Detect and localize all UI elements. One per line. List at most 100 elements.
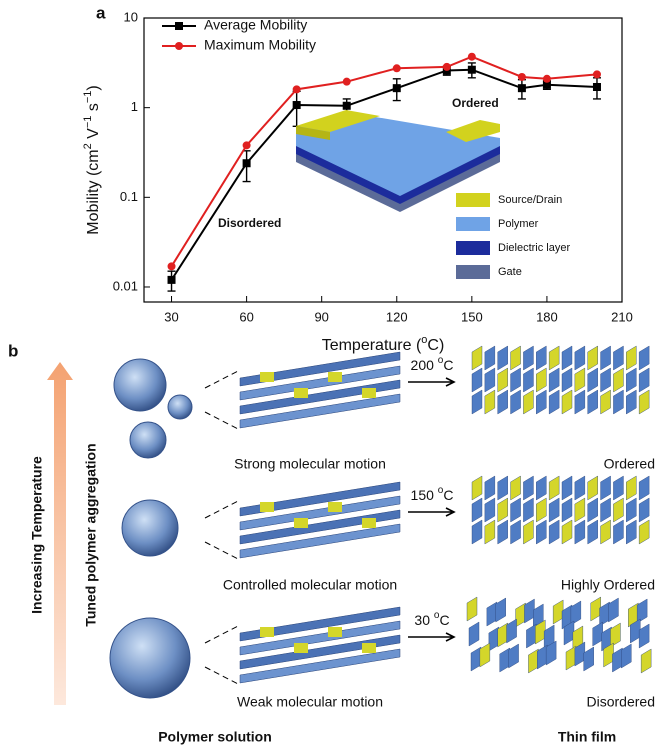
chain-unit xyxy=(260,372,274,382)
film-sheet xyxy=(621,644,631,668)
legend-marker xyxy=(175,42,183,50)
film-sheet xyxy=(562,390,572,414)
film-sheet xyxy=(528,649,538,673)
inset-label: Dielectric layer xyxy=(498,242,570,254)
film-sheet xyxy=(562,368,572,392)
temperature-part: 30 xyxy=(414,612,433,628)
inset-label: Gate xyxy=(498,266,522,278)
film-sheet xyxy=(626,498,636,522)
film-sheet xyxy=(524,599,534,623)
x-tick-label: 60 xyxy=(239,309,253,324)
y-label-part: −1 xyxy=(82,91,94,104)
zoom-lines xyxy=(205,500,240,560)
film-sheet xyxy=(498,390,508,414)
film-sheet xyxy=(489,627,499,651)
film-sheet xyxy=(511,390,521,414)
figure: a b Increasing Temperature Tuned polymer… xyxy=(0,0,659,748)
inset-label: Polymer xyxy=(498,218,539,230)
temperature-arrow xyxy=(47,362,73,705)
film-sheet xyxy=(526,624,536,648)
film-sheet xyxy=(536,476,546,500)
film-sheet xyxy=(637,599,647,623)
marker xyxy=(593,83,601,91)
film-sheet xyxy=(626,390,636,414)
film-sheet xyxy=(575,520,585,544)
film-sheet xyxy=(549,390,559,414)
film-sheet xyxy=(566,646,576,670)
panel-label: a xyxy=(96,3,106,22)
film-sheet xyxy=(639,346,649,370)
marker xyxy=(443,63,451,71)
marker xyxy=(243,159,251,167)
film-sheet xyxy=(613,346,623,370)
film-sheet xyxy=(591,597,601,621)
film-sheet xyxy=(613,368,623,392)
temperature-part: 150 xyxy=(411,487,438,503)
film-sheet xyxy=(588,520,598,544)
film-sheet xyxy=(562,520,572,544)
film-sheet xyxy=(600,602,610,626)
film-sheet xyxy=(537,645,547,669)
motion-label: Controlled molecular motion xyxy=(223,577,397,593)
marker xyxy=(393,84,401,92)
process-arrow xyxy=(408,378,454,386)
polymer-aggregate xyxy=(122,500,178,556)
marker xyxy=(468,53,476,61)
annotation: Ordered xyxy=(452,96,499,110)
inset-swatch xyxy=(456,241,490,255)
zoom-lines xyxy=(205,370,240,430)
film-sheet xyxy=(601,346,611,370)
x-tick-label: 150 xyxy=(461,309,483,324)
film-sheet xyxy=(536,346,546,370)
film-sheet xyxy=(588,346,598,370)
marker xyxy=(593,70,601,78)
film-sheet xyxy=(549,476,559,500)
polymer-aggregate xyxy=(114,359,166,411)
chain-unit xyxy=(362,643,376,653)
film-sheet xyxy=(523,368,533,392)
chain-unit xyxy=(294,518,308,528)
zoom-lines xyxy=(205,625,240,685)
film-sheet xyxy=(562,476,572,500)
film-label: Disordered xyxy=(587,694,655,710)
chain-unit xyxy=(294,388,308,398)
x-axis-label: Temperature (oC) xyxy=(322,334,445,354)
legend-label: Maximum Mobility xyxy=(204,37,316,53)
footer-label: Thin film xyxy=(558,729,616,745)
y-tick-label: 10 xyxy=(124,9,138,24)
y-label-part: Mobility (cm xyxy=(85,149,102,234)
film-sheet xyxy=(498,623,508,647)
annotation: Disordered xyxy=(218,216,281,230)
film-sheet xyxy=(575,498,585,522)
film-sheet xyxy=(549,498,559,522)
temperature-label: 150 oC xyxy=(411,485,454,503)
film-sheet xyxy=(588,498,598,522)
film-sheet xyxy=(575,346,585,370)
motion-label: Weak molecular motion xyxy=(237,694,383,710)
film-sheet xyxy=(562,346,572,370)
x-tick-label: 90 xyxy=(314,309,328,324)
film-sheet xyxy=(472,476,482,500)
film-sheet xyxy=(613,520,623,544)
chain-unit xyxy=(328,502,342,512)
polymer-aggregate xyxy=(110,618,190,698)
film-sheet xyxy=(511,520,521,544)
film-sheet xyxy=(507,619,517,643)
film-sheet xyxy=(511,368,521,392)
process-arrow xyxy=(408,508,454,516)
polymer-aggregate xyxy=(130,422,166,458)
film-sheet xyxy=(626,368,636,392)
film-sheet xyxy=(639,498,649,522)
film-sheet xyxy=(601,520,611,544)
film-sheet xyxy=(523,476,533,500)
film-sheet xyxy=(588,476,598,500)
film-sheet xyxy=(511,346,521,370)
film-label: Highly Ordered xyxy=(561,577,655,593)
film-sheet xyxy=(575,368,585,392)
film-sheet xyxy=(639,390,649,414)
x-tick-label: 180 xyxy=(536,309,558,324)
marker xyxy=(468,66,476,74)
film-sheet xyxy=(523,520,533,544)
y-tick-label: 0.01 xyxy=(113,278,138,293)
film-sheet xyxy=(601,476,611,500)
